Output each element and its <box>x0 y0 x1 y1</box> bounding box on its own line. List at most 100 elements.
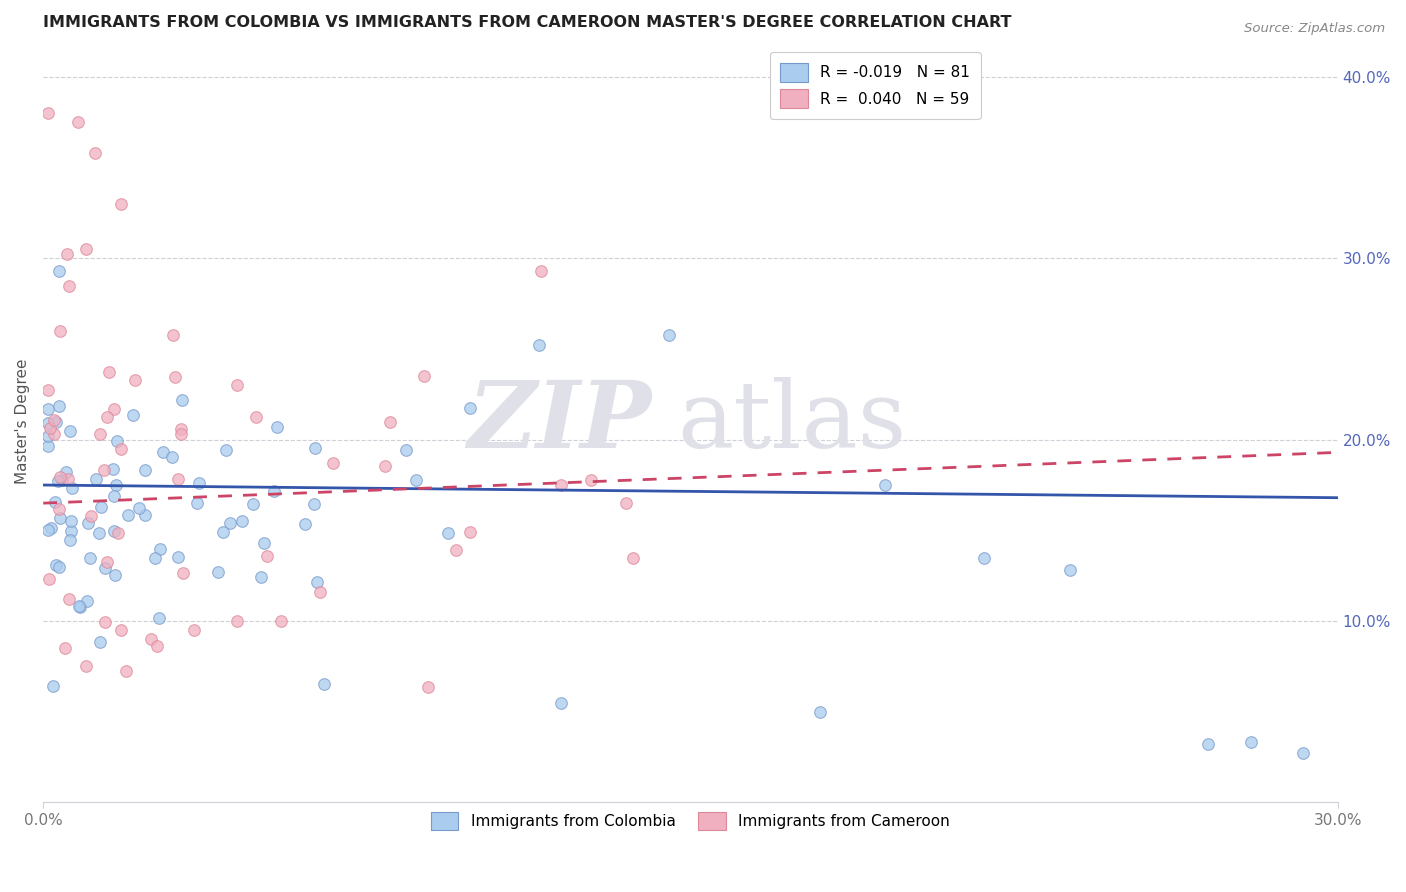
Point <box>163 370 186 384</box>
Point <box>270 614 292 628</box>
Point <box>75 659 97 673</box>
Point <box>152 445 174 459</box>
Point <box>183 623 205 637</box>
Point <box>55 465 77 479</box>
Point <box>84 146 107 161</box>
Point <box>60 514 83 528</box>
Point <box>266 420 288 434</box>
Point <box>75 243 97 257</box>
Point <box>322 457 344 471</box>
Point <box>808 705 831 719</box>
Point <box>124 373 146 387</box>
Point <box>436 525 458 540</box>
Point <box>96 555 118 569</box>
Point <box>188 475 211 490</box>
Point <box>84 472 107 486</box>
Point <box>160 450 183 464</box>
Point <box>550 478 572 492</box>
Point <box>621 550 644 565</box>
Point <box>304 442 326 456</box>
Point <box>37 524 59 538</box>
Point <box>218 516 240 530</box>
Y-axis label: Master's Degree: Master's Degree <box>15 359 30 484</box>
Point <box>581 474 603 488</box>
Point <box>312 677 335 691</box>
Point <box>207 565 229 579</box>
Point <box>529 338 551 352</box>
Point <box>37 417 59 431</box>
Point <box>58 592 80 607</box>
Point <box>93 561 115 575</box>
Point <box>446 543 468 558</box>
Text: IMMIGRANTS FROM COLOMBIA VS IMMIGRANTS FROM CAMEROON MASTER'S DEGREE CORRELATION: IMMIGRANTS FROM COLOMBIA VS IMMIGRANTS F… <box>44 15 1012 30</box>
Point <box>226 378 249 392</box>
Point <box>458 524 481 539</box>
Point <box>294 517 316 532</box>
Point <box>169 422 191 436</box>
Point <box>53 641 76 656</box>
Point <box>59 533 82 547</box>
Point <box>215 443 238 458</box>
Point <box>170 426 193 441</box>
Point <box>48 501 70 516</box>
Point <box>139 632 162 646</box>
Point <box>48 264 70 278</box>
Point <box>110 197 132 211</box>
Point <box>103 489 125 503</box>
Point <box>60 524 83 538</box>
Point <box>162 327 184 342</box>
Point <box>90 500 112 515</box>
Point <box>134 508 156 523</box>
Point <box>80 509 103 524</box>
Point <box>56 247 79 261</box>
Point <box>103 524 125 539</box>
Point <box>373 459 395 474</box>
Point <box>37 439 59 453</box>
Point <box>48 559 70 574</box>
Point <box>103 567 125 582</box>
Point <box>873 478 896 492</box>
Point <box>117 508 139 522</box>
Point <box>614 496 637 510</box>
Point <box>242 497 264 511</box>
Point <box>37 401 59 416</box>
Point <box>104 478 127 492</box>
Point <box>405 473 427 487</box>
Point <box>37 106 59 120</box>
Point <box>45 558 67 572</box>
Point <box>48 470 70 484</box>
Point <box>77 516 100 531</box>
Point <box>58 472 80 486</box>
Point <box>256 549 278 564</box>
Point <box>172 566 194 581</box>
Point <box>149 541 172 556</box>
Point <box>51 473 73 487</box>
Point <box>973 550 995 565</box>
Point <box>115 664 138 678</box>
Point <box>98 365 121 379</box>
Point <box>42 679 65 693</box>
Text: atlas: atlas <box>678 376 907 467</box>
Point <box>44 495 66 509</box>
Point <box>305 575 328 590</box>
Point <box>67 599 90 614</box>
Point <box>94 615 117 630</box>
Point <box>48 400 70 414</box>
Point <box>38 421 60 435</box>
Point <box>378 415 401 429</box>
Point <box>167 549 190 564</box>
Point <box>550 696 572 710</box>
Point <box>89 635 111 649</box>
Legend: Immigrants from Colombia, Immigrants from Cameroon: Immigrants from Colombia, Immigrants fro… <box>425 805 956 837</box>
Point <box>134 463 156 477</box>
Point <box>458 401 481 415</box>
Point <box>412 369 434 384</box>
Point <box>105 434 128 448</box>
Point <box>121 409 143 423</box>
Point <box>146 639 169 653</box>
Point <box>170 393 193 408</box>
Point <box>128 501 150 516</box>
Point <box>418 680 440 694</box>
Point <box>66 115 89 129</box>
Point <box>103 402 125 417</box>
